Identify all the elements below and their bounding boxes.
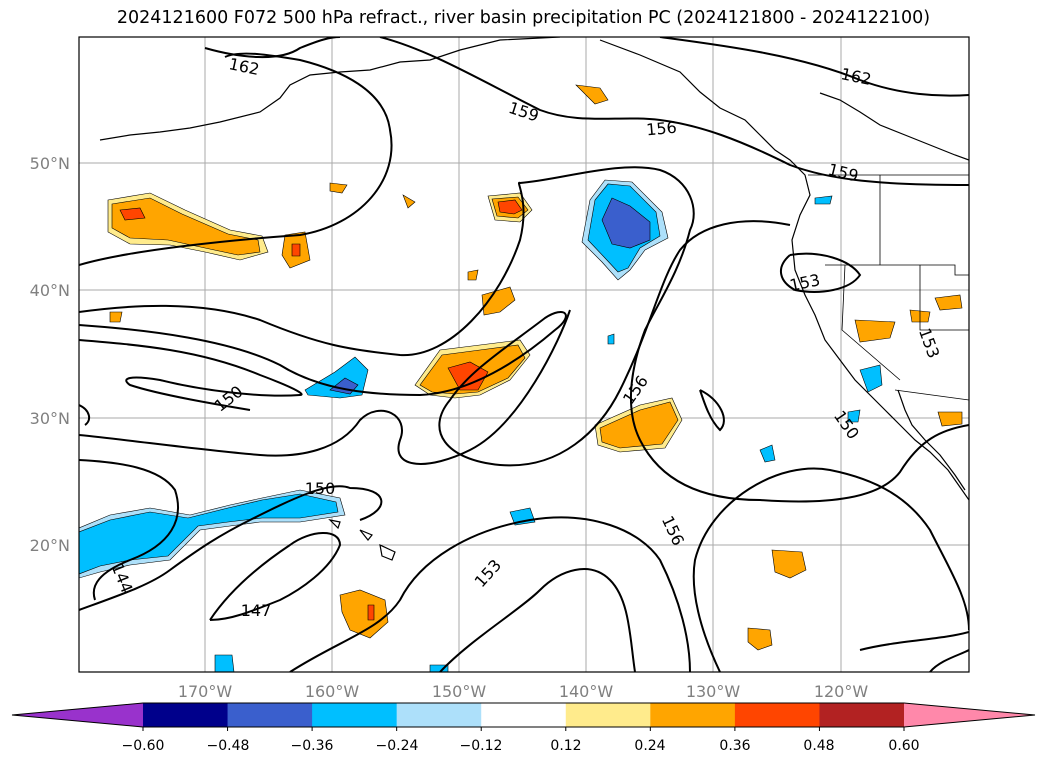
colorbar-swatch — [481, 703, 567, 727]
contour-label: 156 — [645, 118, 677, 140]
colorbar-tick-label: −0.36 — [291, 738, 334, 754]
colorbar-tick-label: −0.24 — [376, 738, 419, 754]
latitude-labels: 50°N 40°N 30°N 20°N — [30, 154, 70, 555]
lat-label: 30°N — [30, 409, 70, 428]
lon-label: 120°W — [814, 682, 869, 701]
coastlines — [99, 37, 969, 561]
lat-label: 20°N — [30, 536, 70, 555]
lon-label: 150°W — [432, 682, 487, 701]
colorbar-swatch — [143, 703, 229, 727]
positive-anomaly-area — [467, 269, 479, 281]
positive-anomaly-area — [109, 311, 123, 323]
contour-label: 150 — [305, 479, 336, 498]
positive-anomaly-area — [119, 207, 146, 221]
colorbar-tick-label: −0.12 — [460, 738, 503, 754]
positive-anomaly-area — [402, 194, 416, 209]
colorbar-tick-label: 0.36 — [719, 738, 750, 754]
colorbar-tick-label: 0.24 — [634, 738, 665, 754]
positive-anomaly-area — [481, 286, 516, 316]
contour-label: 147 — [241, 601, 272, 620]
negative-anomaly-area — [214, 654, 235, 672]
lon-label: 170°W — [178, 682, 233, 701]
lat-label: 40°N — [30, 281, 70, 300]
negative-anomaly-area — [607, 333, 615, 345]
map-title: 2024121600 F072 500 hPa refract., river … — [116, 8, 931, 28]
positive-anomaly-area — [599, 401, 679, 449]
colorbar-tick-labels: −0.60 −0.48 −0.36 −0.24 −0.12 0.12 0.24 … — [122, 738, 920, 754]
negative-anomaly-area — [814, 195, 833, 205]
colorbar-swatch — [819, 703, 905, 727]
positive-anomaly-area — [367, 604, 375, 621]
colorbar-tick-label: 0.48 — [803, 738, 834, 754]
colorbar-swatch — [227, 703, 313, 727]
colorbar-tick-label: −0.60 — [122, 738, 165, 754]
lon-label: 130°W — [686, 682, 741, 701]
colorbar-swatch — [650, 703, 736, 727]
positive-anomaly-area — [575, 84, 609, 105]
colorbar-tick-label: 0.60 — [888, 738, 919, 754]
longitude-labels: 170°W 160°W 150°W 140°W 130°W 120°W — [178, 682, 869, 701]
lon-label: 160°W — [305, 682, 360, 701]
positive-anomaly-area — [329, 182, 348, 194]
positive-anomaly-area — [937, 411, 963, 427]
colorbar-tick-label: −0.48 — [207, 738, 250, 754]
refractivity-contours — [79, 37, 969, 672]
colorbar-tick-label: 0.12 — [550, 738, 581, 754]
colorbar-extend-high — [904, 703, 1035, 727]
colorbar — [11, 702, 1036, 731]
positive-anomaly-area — [291, 243, 301, 257]
lat-label: 50°N — [30, 154, 70, 173]
negative-anomaly-area — [759, 444, 776, 463]
lon-label: 140°W — [559, 682, 614, 701]
negative-anomaly-area — [429, 664, 449, 672]
positive-anomaly-area — [747, 627, 773, 651]
negative-anomaly-area — [601, 197, 651, 249]
positive-anomaly-area — [497, 199, 523, 215]
positive-anomaly-area — [854, 319, 896, 343]
colorbar-swatch — [312, 703, 398, 727]
map-frame — [78, 36, 970, 673]
positive-anomaly-area — [339, 589, 389, 639]
positive-anomaly-area — [934, 294, 963, 311]
negative-anomaly-area — [859, 364, 883, 393]
colorbar-swatch — [565, 703, 651, 727]
colorbar-swatch — [396, 703, 482, 727]
positive-anomaly-area — [771, 549, 807, 579]
colorbar-swatch — [734, 703, 820, 727]
colorbar-extend-low — [12, 703, 143, 727]
negative-anomaly-area — [847, 409, 861, 423]
